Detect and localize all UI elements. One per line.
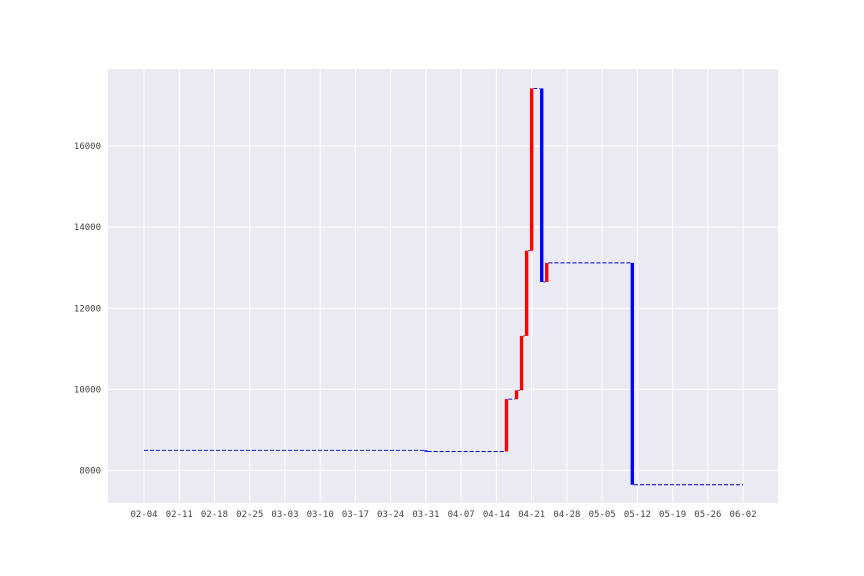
connectors xyxy=(144,88,744,486)
increase-bar xyxy=(529,88,534,251)
increase-bar xyxy=(524,250,529,336)
decrease-bar xyxy=(630,262,635,485)
bars xyxy=(424,88,635,485)
x-tick-label: 02-04 xyxy=(130,510,157,520)
decrease-bar xyxy=(424,450,428,452)
x-tick-label: 05-05 xyxy=(589,510,616,520)
x-tick-label: 03-17 xyxy=(342,510,369,520)
x-tick-label: 06-02 xyxy=(730,510,757,520)
x-tick-label: 03-24 xyxy=(377,510,404,520)
increase-bar xyxy=(519,335,524,391)
plot-background xyxy=(108,69,778,503)
x-tick-label: 04-21 xyxy=(518,510,545,520)
x-tick-label: 02-11 xyxy=(166,510,193,520)
increase-bar xyxy=(514,390,519,400)
y-tick-label: 14000 xyxy=(74,223,101,233)
y-axis-ticks: 8000 10000 12000 14000 16000 xyxy=(74,142,101,476)
x-tick-label: 04-14 xyxy=(483,510,510,520)
y-tick-label: 8000 xyxy=(79,467,101,477)
y-tick-label: 16000 xyxy=(74,142,101,152)
increase-bar xyxy=(545,262,549,282)
x-tick-label: 02-18 xyxy=(201,510,228,520)
y-tick-label: 12000 xyxy=(74,304,101,314)
x-tick-label: 04-07 xyxy=(448,510,475,520)
increase-bar xyxy=(504,399,509,452)
x-tick-label: 02-25 xyxy=(236,510,263,520)
x-tick-label: 03-31 xyxy=(412,510,439,520)
x-tick-label: 05-26 xyxy=(694,510,721,520)
x-tick-label: 05-19 xyxy=(659,510,686,520)
x-axis-ticks: 02-04 02-11 02-18 02-25 03-03 03-10 03-17 03-24… xyxy=(130,510,756,520)
decrease-bar xyxy=(540,88,544,282)
x-tick-label: 04-28 xyxy=(553,510,580,520)
x-tick-label: 03-10 xyxy=(307,510,334,520)
x-tick-label: 03-03 xyxy=(271,510,298,520)
x-tick-label: 05-12 xyxy=(624,510,651,520)
y-tick-label: 10000 xyxy=(74,385,101,395)
